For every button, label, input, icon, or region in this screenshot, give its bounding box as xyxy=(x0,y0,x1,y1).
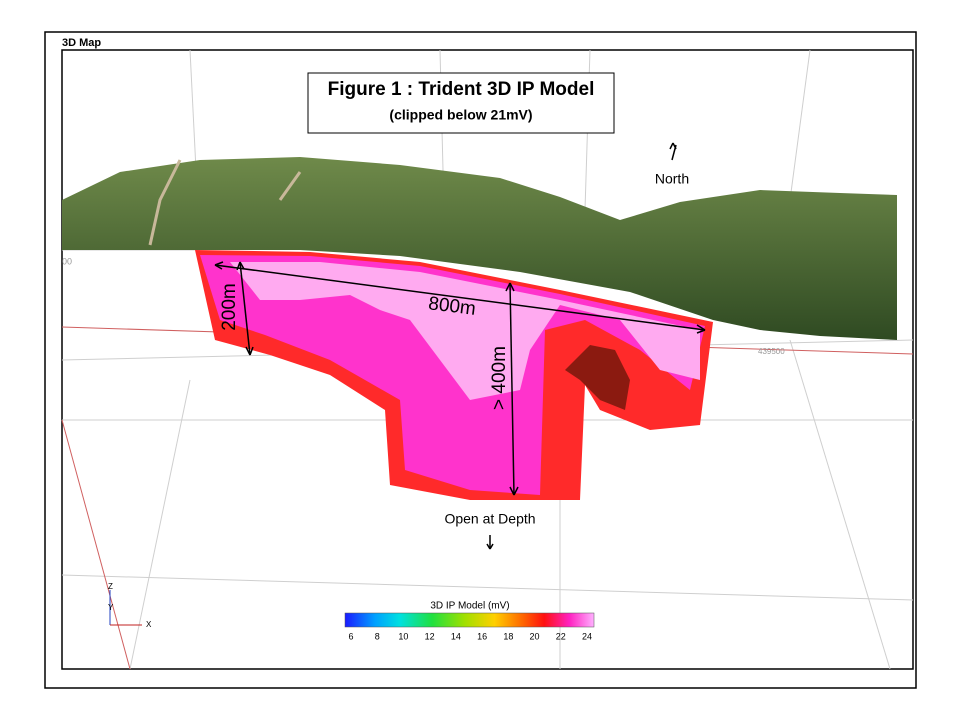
terrain xyxy=(62,157,897,340)
colorbar-title: 3D IP Model (mV) xyxy=(430,601,509,612)
colorbar-tick-label: 8 xyxy=(375,631,380,641)
axes-indicator xyxy=(109,590,142,626)
colorbar-tick-label: 18 xyxy=(503,631,513,641)
colorbar-tick-label: 24 xyxy=(582,631,592,641)
colorbar-tick-label: 14 xyxy=(451,631,461,641)
axis-y: Y xyxy=(108,603,114,612)
grid-label: 439500 xyxy=(758,347,785,356)
window-title: 3D Map xyxy=(62,37,101,49)
depth-label: > 400m xyxy=(489,346,510,410)
figure-subtitle: (clipped below 21mV) xyxy=(389,107,532,123)
figure-title: Figure 1 : Trident 3D IP Model xyxy=(328,79,595,100)
axis-x: X xyxy=(146,620,152,629)
depth-note: Open at Depth xyxy=(444,511,535,527)
colorbar-tick-label: 10 xyxy=(398,631,408,641)
north-label: North xyxy=(655,171,689,187)
grid-label: 00 xyxy=(62,256,72,266)
dimension-arrows xyxy=(214,142,706,550)
colorbar-tick-label: 16 xyxy=(477,631,487,641)
colorbar xyxy=(344,612,595,628)
terrain-road xyxy=(148,159,302,246)
colorbar-tick-label: 6 xyxy=(348,631,353,641)
axis-z: Z xyxy=(108,582,113,591)
ip-body-peak xyxy=(230,262,700,400)
colorbar-tick-label: 20 xyxy=(530,631,540,641)
colorbar-tick-label: 12 xyxy=(425,631,435,641)
figure-title-box xyxy=(307,72,615,134)
width-label: 200m xyxy=(219,283,240,331)
colorbar-tick-label: 22 xyxy=(556,631,566,641)
ip-body-low xyxy=(565,345,630,410)
